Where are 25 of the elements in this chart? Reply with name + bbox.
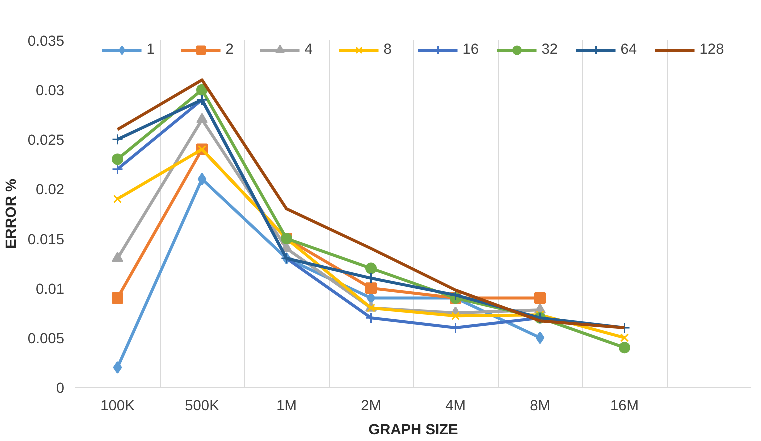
legend-label: 1 xyxy=(146,42,156,58)
legend-label: 16 xyxy=(462,42,480,58)
x-tick-label: 8M xyxy=(530,398,550,414)
legend-label: 8 xyxy=(384,42,393,58)
legend-label: 4 xyxy=(304,42,314,58)
x-tick-label: 500K xyxy=(185,398,220,414)
y-tick-label: 0.025 xyxy=(28,133,65,150)
legend-label: 32 xyxy=(542,42,560,58)
y-tick-label: 0 xyxy=(56,381,65,397)
x-tick-label: 4M xyxy=(446,398,466,414)
y-tick-label: 0.03 xyxy=(36,84,65,100)
y-tick-label: 0.02 xyxy=(36,182,65,199)
legend-label: 128 xyxy=(700,42,724,58)
legend-label: 2 xyxy=(226,42,235,58)
y-tick-label: 0.035 xyxy=(28,34,65,50)
y-axis-title: ERROR % xyxy=(4,178,20,250)
legend-label: 64 xyxy=(620,42,638,58)
x-tick-label: 1M xyxy=(276,398,297,414)
y-tick-label: 0.005 xyxy=(28,331,65,348)
x-tick-label: 2M xyxy=(361,398,382,414)
y-tick-label: 0.015 xyxy=(28,232,65,248)
y-tick-label: 0.01 xyxy=(36,282,65,298)
x-tick-label: 16M xyxy=(610,398,640,414)
x-tick-label: 100K xyxy=(100,398,136,414)
x-axis-title: GRAPH SIZE xyxy=(368,422,459,438)
